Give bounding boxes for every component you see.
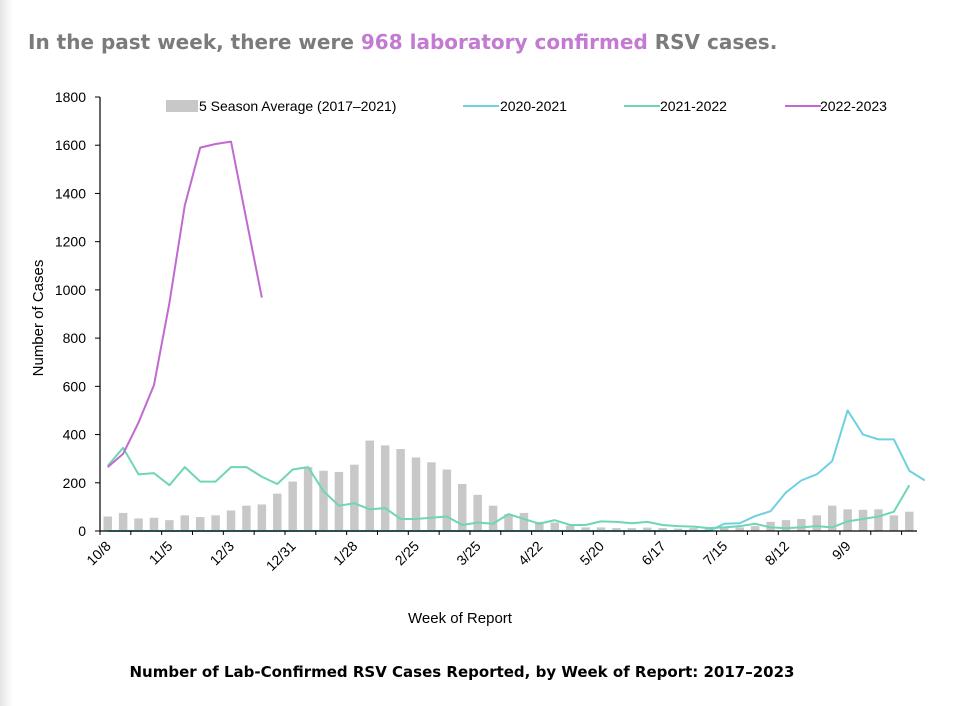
bar-5-season-average <box>303 467 313 531</box>
bar-5-season-average <box>118 512 128 531</box>
x-tick-label: 8/12 <box>762 538 793 569</box>
bar-5-season-average <box>380 445 390 531</box>
bar-5-season-average <box>365 440 374 531</box>
bar-5-season-average <box>720 528 729 531</box>
axes-layer: 0 200 400 600 800 1000 1200 1400 1600 1800 10/8 11/… <box>55 89 917 574</box>
x-axis-label: Week of Report <box>408 610 513 627</box>
bars-layer <box>103 440 914 531</box>
bar-5-season-average <box>658 528 667 531</box>
bar-5-season-average <box>735 527 744 531</box>
bar-5-season-average <box>905 511 914 531</box>
bar-5-season-average <box>565 525 575 531</box>
bar-5-season-average <box>411 457 421 531</box>
bar-5-season-average <box>797 518 806 531</box>
bar-5-season-average <box>458 483 467 531</box>
y-tick-label: 1600 <box>55 137 86 153</box>
x-tick-label: 6/17 <box>638 538 669 569</box>
x-tick-label: 11/5 <box>146 538 176 568</box>
x-tick-label: 12/3 <box>207 538 238 569</box>
headline: In the past week, there were 968 laborat… <box>28 30 777 54</box>
bar-5-season-average <box>704 528 714 531</box>
bar-5-season-average <box>149 517 159 531</box>
x-tick-label: 10/8 <box>83 538 114 569</box>
x-tick-label: 5/20 <box>577 538 608 569</box>
legend-layer: 5 Season Average (2017–2021) 2020-2021 202… <box>166 98 887 114</box>
bar-5-season-average <box>319 470 328 531</box>
chart-title: Number of Lab-Confirmed RSV Cases Report… <box>129 663 795 681</box>
bar-5-season-average <box>134 518 143 531</box>
bar-5-season-average <box>195 517 205 531</box>
legend-swatch-5-season-average <box>166 100 198 112</box>
bar-5-season-average <box>103 516 112 531</box>
bar-5-season-average <box>627 528 637 531</box>
y-tick-label: 0 <box>78 523 86 539</box>
bar-5-season-average <box>519 512 529 531</box>
bar-5-season-average <box>581 527 590 531</box>
line-series-2022-2023 <box>107 140 263 468</box>
bar-5-season-average <box>612 528 621 531</box>
bar-5-season-average <box>750 526 760 531</box>
bar-5-season-average <box>242 505 251 531</box>
bar-5-season-average <box>643 527 652 531</box>
bar-5-season-average <box>350 464 359 531</box>
bar-5-season-average <box>812 515 822 531</box>
x-tick-label: 12/31 <box>263 538 299 574</box>
bar-5-season-average <box>889 515 899 531</box>
lines-layer <box>106 140 926 532</box>
y-tick-label: 1400 <box>55 185 86 201</box>
bar-5-season-average <box>550 522 559 531</box>
bar-5-season-average <box>781 520 791 531</box>
y-tick-label: 1200 <box>55 234 86 250</box>
y-axis-label: Number of Cases <box>30 260 47 377</box>
x-tick-label: 3/25 <box>453 538 484 569</box>
headline-prefix: In the past week, there were <box>28 30 361 54</box>
bar-5-season-average <box>488 505 498 531</box>
bar-5-season-average <box>858 509 868 531</box>
y-tick-label: 200 <box>63 475 87 491</box>
y-tick-label: 800 <box>63 330 87 346</box>
y-tick-label: 400 <box>63 427 87 443</box>
bar-5-season-average <box>843 509 852 531</box>
bar-5-season-average <box>535 521 544 531</box>
bar-5-season-average <box>427 462 436 531</box>
bar-5-season-average <box>288 481 297 531</box>
bar-5-season-average <box>273 493 282 531</box>
legend-label-5-season-average: 5 Season Average (2017–2021) <box>199 98 396 114</box>
page-edge-shadow <box>0 0 14 706</box>
x-tick-label: 4/22 <box>515 538 546 569</box>
x-tick-label: 2/25 <box>392 538 423 569</box>
bar-5-season-average <box>596 527 606 531</box>
bar-5-season-average <box>257 504 267 531</box>
bar-5-season-average <box>334 471 344 531</box>
bar-5-season-average <box>226 510 236 531</box>
legend-label-2022-2023: 2022-2023 <box>820 98 887 114</box>
headline-highlight: 968 laboratory confirmed <box>360 30 648 54</box>
y-tick-label: 1000 <box>55 282 86 298</box>
y-tick-label: 600 <box>63 378 87 394</box>
legend-label-2020-2021: 2020-2021 <box>500 98 567 114</box>
bar-5-season-average <box>827 505 837 531</box>
x-tick-label: 1/28 <box>330 538 361 569</box>
bar-5-season-average <box>211 515 220 531</box>
bar-5-season-average <box>165 520 174 531</box>
legend-label-2021-2022: 2021-2022 <box>660 98 727 114</box>
bar-5-season-average <box>673 528 683 531</box>
line-series-2021-2022 <box>106 446 911 530</box>
bar-5-season-average <box>689 528 698 531</box>
x-tick-label: 9/9 <box>829 538 854 563</box>
y-tick-label: 1800 <box>55 89 86 105</box>
bar-5-season-average <box>442 469 452 531</box>
bar-5-season-average <box>180 515 190 531</box>
bar-5-season-average <box>473 494 482 531</box>
x-tick-label: 7/15 <box>700 538 731 569</box>
bar-5-season-average <box>504 514 513 531</box>
headline-suffix: RSV cases. <box>647 30 778 54</box>
bar-5-season-average <box>874 509 883 531</box>
bar-5-season-average <box>396 449 405 531</box>
